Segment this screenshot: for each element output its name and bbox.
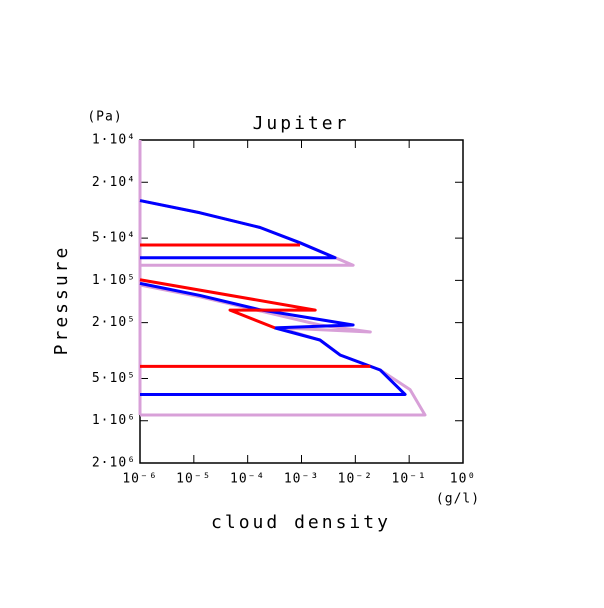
y-tick-label: 2·10⁴ [92, 175, 136, 190]
x-tick-label: 10⁻² [338, 472, 373, 487]
x-tick-label: 10⁻⁵ [176, 472, 211, 487]
x-tick-label: 10⁻⁴ [230, 472, 265, 487]
y-tick-label: 2·10⁶ [92, 456, 136, 471]
y-unit: (Pa) [87, 110, 122, 125]
x-tick-label: 10⁻⁶ [122, 472, 157, 487]
series-line [139, 199, 407, 396]
y-tick-label: 2·10⁵ [92, 315, 136, 330]
x-tick-label: 10⁻³ [284, 472, 319, 487]
series-line [139, 243, 371, 368]
x-tick-label: 10⁻¹ [392, 472, 427, 487]
y-axis-label: Pressure [51, 245, 72, 356]
y-tick-label: 5·10⁵ [92, 371, 136, 386]
y-tick-label: 1·10⁵ [92, 273, 136, 288]
chart-title: Jupiter [253, 113, 350, 134]
x-axis-label: cloud density [211, 512, 391, 533]
x-tick-label: 10⁰ [450, 472, 476, 487]
y-tick-label: 5·10⁴ [92, 231, 136, 246]
y-tick-label: 1·10⁴ [92, 133, 136, 148]
y-tick-label: 1·10⁶ [92, 413, 136, 428]
x-unit: (g/l) [436, 492, 480, 507]
